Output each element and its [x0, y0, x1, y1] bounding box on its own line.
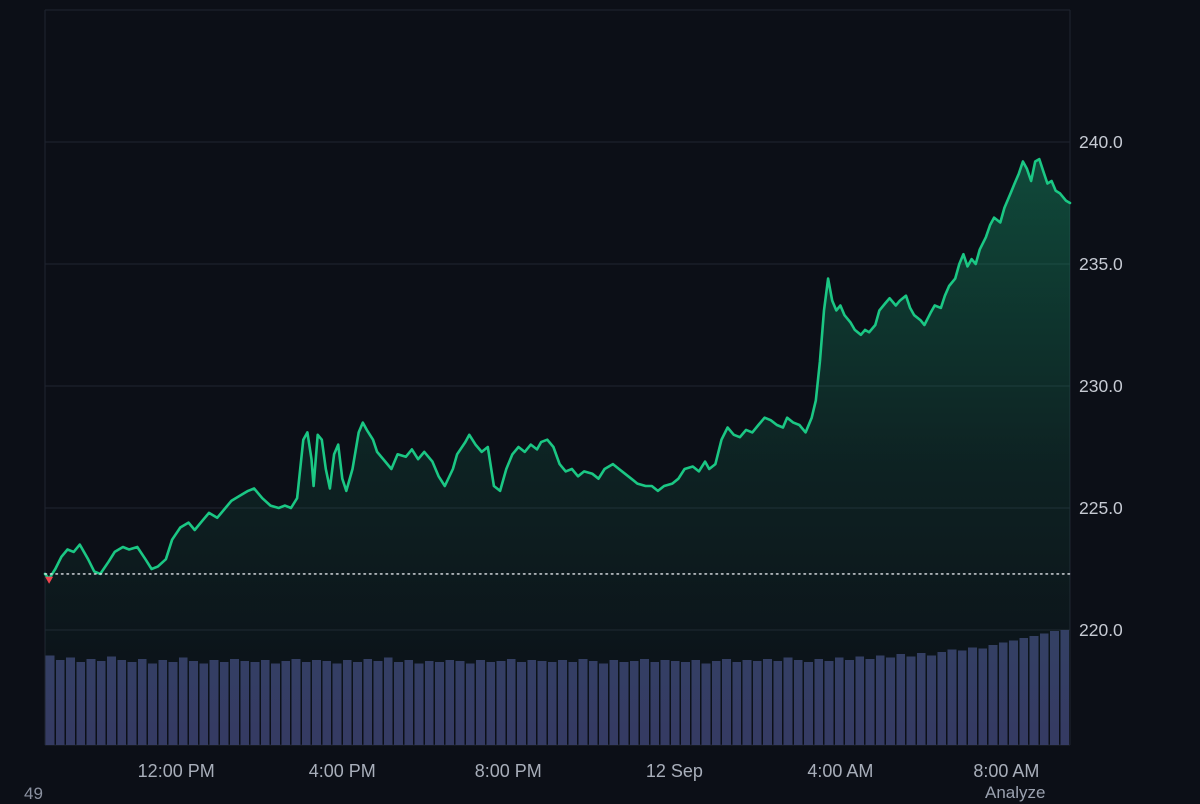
area-fill	[45, 159, 1070, 746]
price-line	[43, 157, 1072, 581]
y-axis-labels: 240.0 235.0 230.0 225.0 220.0	[1079, 132, 1123, 640]
analyze-button[interactable]: Analyze	[985, 783, 1046, 802]
y-tick-label: 230.0	[1079, 376, 1123, 396]
start-price-marker	[45, 576, 54, 584]
y-tick-label: 235.0	[1079, 254, 1123, 274]
price-path	[43, 157, 1072, 581]
x-tick-label: 8:00 PM	[475, 761, 542, 781]
y-tick-label: 220.0	[1079, 620, 1123, 640]
x-tick-label: 4:00 AM	[807, 761, 873, 781]
start-marker	[45, 576, 54, 584]
x-axis-labels: 12:00 PM 4:00 PM 8:00 PM 12 Sep 4:00 AM 8:00 …	[138, 761, 1040, 781]
x-tick-label: 8:00 AM	[973, 761, 1039, 781]
footer-left-text: 49	[24, 784, 43, 803]
price-area	[45, 159, 1070, 746]
y-tick-label: 225.0	[1079, 498, 1123, 518]
x-tick-label: 12:00 PM	[138, 761, 215, 781]
x-tick-label: 4:00 PM	[309, 761, 376, 781]
y-tick-label: 240.0	[1079, 132, 1123, 152]
x-tick-label: 12 Sep	[646, 761, 703, 781]
